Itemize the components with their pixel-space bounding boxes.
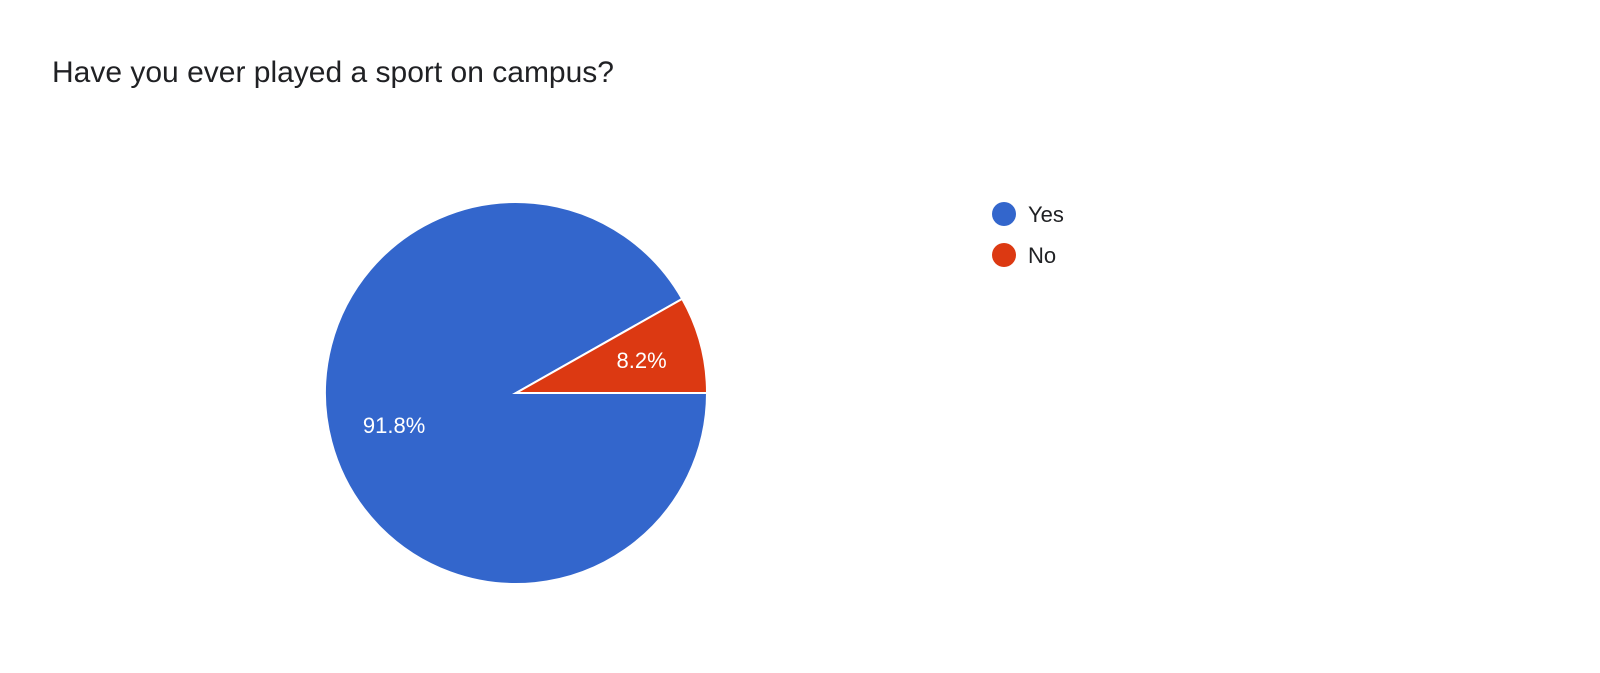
legend-item-no[interactable]: No	[992, 243, 1056, 268]
legend-item-yes[interactable]: Yes	[992, 202, 1064, 227]
legend-label: No	[1028, 243, 1056, 268]
slice-label-no: 8.2%	[617, 348, 667, 373]
slice-label-yes: 91.8%	[363, 413, 425, 438]
pie-slice-no[interactable]	[512, 297, 709, 394]
chart-title: Have you ever played a sport on campus?	[52, 56, 614, 89]
legend-swatch	[992, 202, 1016, 226]
legend-label: Yes	[1028, 202, 1064, 227]
legend-swatch	[992, 243, 1016, 267]
